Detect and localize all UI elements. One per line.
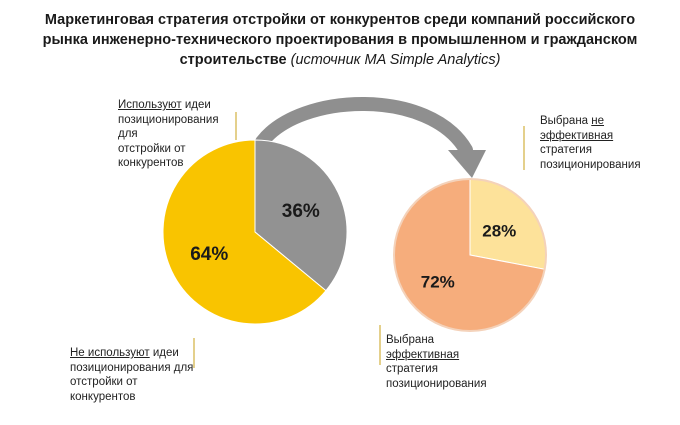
annotation-right-top-line2u: эффективная bbox=[540, 129, 614, 142]
title-source: (источник MA Simple Analytics) bbox=[290, 52, 501, 68]
pie-left-slice-0-label: 36% bbox=[282, 201, 320, 222]
annotation-right-top-line1u: не bbox=[591, 115, 605, 127]
annotation-left-top-rest: идеи bbox=[181, 99, 211, 111]
annotation-right-top-line4: позиционирования bbox=[540, 158, 641, 171]
pie-right-outline bbox=[393, 178, 547, 332]
transition-arrow-head bbox=[448, 150, 486, 178]
annotation-right-top: Выбрана не эффективная стратегия позицио… bbox=[540, 114, 650, 172]
annotation-left-top-line2: позиционирования для bbox=[118, 113, 219, 141]
pie-left-slice-1 bbox=[162, 139, 327, 325]
annotation-left-bottom-rest: идеи bbox=[149, 347, 179, 359]
annotation-left-bottom-underlined: Не используют bbox=[70, 347, 150, 359]
transition-arrow bbox=[255, 97, 473, 157]
annotation-left-bottom-line3: отстройки от конкурентов bbox=[70, 376, 138, 403]
pie-right-slice-1-label: 72% bbox=[421, 273, 455, 292]
annotation-left-top-underlined: Используют bbox=[118, 99, 182, 111]
annotation-right-bottom-line1: Выбрана bbox=[386, 334, 435, 346]
annotation-left-top-line3: отстройки от конкурентов bbox=[118, 142, 186, 170]
pie-left-slice-1-label: 64% bbox=[190, 244, 228, 265]
annotation-right-bottom-line2u: эффективная bbox=[386, 348, 460, 361]
annotation-left-top: Используют идеи позиционирования для отс… bbox=[118, 98, 238, 171]
chart-title: Маркетинговая стратегия отстройки от кон… bbox=[40, 10, 640, 70]
annotation-right-bottom: Выбрана эффективная стратегия позиционир… bbox=[386, 333, 506, 391]
annotation-left-bottom-line2: позиционирования для bbox=[70, 361, 194, 374]
annotation-right-bottom-line3: стратегия bbox=[386, 363, 438, 375]
pie-right-slice-0-label: 28% bbox=[482, 222, 516, 241]
annotation-left-bottom: Не используют идеи позиционирования для … bbox=[70, 346, 198, 404]
pie-left-slice-0 bbox=[254, 139, 348, 292]
annotation-right-bottom-line4: позиционирования bbox=[386, 377, 487, 390]
title-main: Маркетинговая стратегия отстройки от кон… bbox=[42, 12, 638, 68]
annotation-right-top-line3: стратегия bbox=[540, 144, 592, 156]
annotation-right-top-line1a: Выбрана bbox=[540, 115, 592, 127]
pie-left: 36% 64% bbox=[162, 139, 348, 325]
pie-right: 28% 72% bbox=[393, 178, 547, 332]
